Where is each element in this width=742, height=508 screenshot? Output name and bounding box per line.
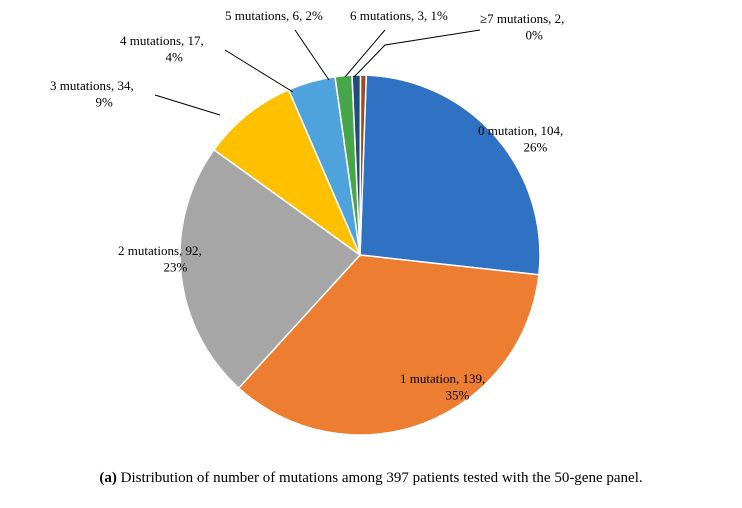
leader-line (354, 30, 480, 77)
caption-text: Distribution of number of mutations amon… (117, 470, 643, 486)
leader-line (155, 95, 220, 115)
leader-line (295, 30, 329, 80)
slice-label: 0 mutation, 104, 26% (478, 123, 563, 154)
slice-label: 6 mutations, 3, 1% (350, 8, 448, 23)
caption-prefix: (a) (99, 470, 117, 486)
slice-label: 3 mutations, 34, 9% (50, 78, 134, 109)
pie-chart-container: 0 mutation, 104, 26%1 mutation, 139, 35%… (0, 0, 742, 508)
pie-chart-svg: 0 mutation, 104, 26%1 mutation, 139, 35%… (0, 0, 742, 508)
slice-label: ≥7 mutations, 2, 0% (480, 11, 564, 42)
slice-label: 4 mutations, 17, 4% (120, 33, 204, 64)
pie-slice (360, 75, 540, 275)
leader-line (345, 30, 385, 77)
slice-label: 5 mutations, 6, 2% (225, 8, 323, 23)
leader-line (225, 50, 293, 92)
chart-caption: (a) Distribution of number of mutations … (0, 470, 742, 487)
